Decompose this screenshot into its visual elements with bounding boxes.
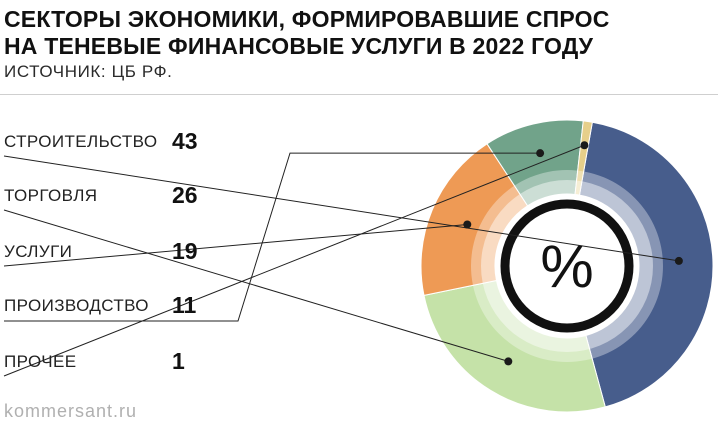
leader-dot	[536, 149, 545, 158]
center-rings	[471, 170, 663, 362]
leader-dot	[580, 141, 589, 150]
chart-title: СЕКТОРЫ ЭКОНОМИКИ, ФОРМИРОВАВШИЕ СПРОС Н…	[4, 6, 610, 60]
leader-lines	[3, 141, 683, 377]
leader-dot	[504, 357, 513, 366]
header-divider	[0, 94, 718, 95]
donut-slice	[574, 120, 593, 196]
center-circle	[500, 199, 634, 333]
category-label: ТОРГОВЛЯ	[4, 186, 98, 205]
footer-source-link[interactable]: kommersant.ru	[4, 401, 138, 421]
category-value: 19	[172, 238, 198, 264]
category-value: 43	[172, 128, 198, 154]
leader-line	[4, 152, 541, 322]
chart-title-line-1: СЕКТОРЫ ЭКОНОМИКИ, ФОРМИРОВАВШИЕ СПРОС	[4, 6, 610, 32]
leader-line	[3, 209, 509, 362]
category-label: СТРОИТЕЛЬСТВО	[4, 132, 158, 151]
leader-line	[3, 223, 468, 267]
category-value: 1	[172, 348, 185, 374]
chart-title-line-2: НА ТЕНЕВЫЕ ФИНАНСОВЫЕ УСЛУГИ В 2022 ГОДУ	[4, 33, 594, 59]
category-label: ПРОИЗВОДСТВО	[4, 296, 149, 315]
category-label: ПРОЧЕЕ	[4, 352, 77, 371]
chart-source: ИСТОЧНИК: ЦБ РФ.	[4, 62, 173, 81]
category-value: 26	[172, 182, 198, 208]
donut-slices	[420, 119, 714, 413]
leader-line	[3, 155, 679, 262]
leader-line	[3, 144, 585, 377]
donut-slice	[423, 279, 606, 413]
donut-slice	[420, 143, 529, 296]
leader-dot	[463, 220, 472, 229]
category-label: УСЛУГИ	[4, 242, 73, 261]
donut-slice	[578, 121, 714, 408]
leader-dot	[674, 256, 683, 265]
category-value: 11	[172, 292, 197, 318]
center-percent-label: %	[540, 233, 593, 300]
